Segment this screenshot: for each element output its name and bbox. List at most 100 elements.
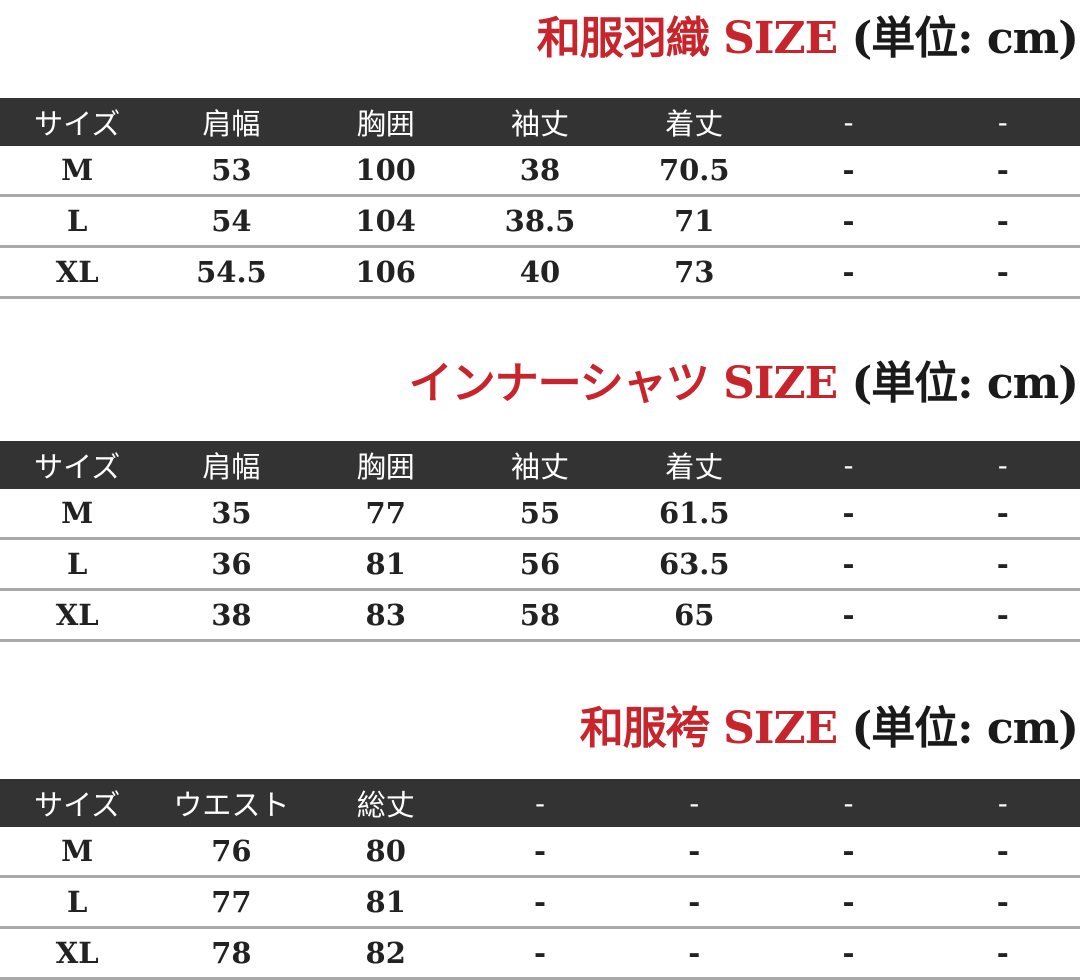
table-cell: XL bbox=[55, 255, 99, 289]
table-cell: - bbox=[996, 204, 1009, 238]
header-cell: 袖丈 bbox=[510, 107, 569, 141]
table-cell: - bbox=[996, 153, 1009, 187]
title-main: インナーシャツ SIZE bbox=[408, 358, 838, 409]
table-cell: - bbox=[996, 885, 1009, 919]
header-cell: サイズ bbox=[34, 788, 121, 822]
header-cell: 肩幅 bbox=[202, 107, 261, 141]
title-unit: (単位: cm) bbox=[851, 358, 1079, 409]
table-cell: 40 bbox=[519, 255, 561, 289]
header-cell: - bbox=[997, 448, 1008, 482]
table-cell: 77 bbox=[365, 496, 406, 530]
table-cell: - bbox=[842, 153, 855, 187]
table-cell: M bbox=[61, 153, 94, 187]
header-cell: 袖丈 bbox=[510, 450, 569, 484]
table-cell: - bbox=[842, 496, 855, 530]
title-main: 和服羽織 SIZE bbox=[536, 13, 838, 64]
table-cell: 70.5 bbox=[658, 153, 730, 187]
header-row: サイズ ウエスト 総丈 - - - - bbox=[0, 779, 1080, 827]
table-cell: - bbox=[842, 547, 855, 581]
table-cell: - bbox=[996, 834, 1009, 868]
table-cell: L bbox=[66, 204, 88, 238]
table-cell: 54.5 bbox=[196, 255, 267, 289]
table-cell: M bbox=[61, 834, 94, 868]
table-row: XL 54.5 106 40 73 - - bbox=[0, 248, 1080, 299]
table-cell: 80 bbox=[365, 834, 406, 868]
table-cell: 38 bbox=[519, 153, 561, 187]
header-cell: 着丈 bbox=[665, 450, 724, 484]
table-cell: 73 bbox=[674, 255, 715, 289]
table-cell: 65 bbox=[674, 598, 715, 632]
table-cell: 83 bbox=[365, 598, 406, 632]
header-cell: サイズ bbox=[34, 107, 121, 141]
header-cell: - bbox=[997, 105, 1008, 139]
table-cell: - bbox=[996, 255, 1009, 289]
table-cell: - bbox=[842, 204, 855, 238]
table-cell: - bbox=[842, 885, 855, 919]
table-row: L 36 81 56 63.5 - - bbox=[0, 540, 1080, 591]
table-cell: - bbox=[996, 598, 1009, 632]
table-cell: - bbox=[996, 936, 1009, 970]
table-cell: 38 bbox=[211, 598, 252, 632]
table-cell: - bbox=[533, 834, 546, 868]
table-cell: 104 bbox=[355, 204, 416, 238]
table-cell: 53 bbox=[211, 153, 252, 187]
table-cell: 76 bbox=[211, 834, 252, 868]
table-cell: 55 bbox=[519, 496, 561, 530]
header-row: サイズ 肩幅 胸囲 袖丈 着丈 - - bbox=[0, 98, 1080, 146]
table-cell: M bbox=[61, 496, 94, 530]
table-cell: - bbox=[533, 936, 546, 970]
header-cell: - bbox=[843, 105, 854, 139]
header-cell: 総丈 bbox=[356, 788, 415, 822]
table-cell: 56 bbox=[519, 547, 561, 581]
title-unit: (単位: cm) bbox=[851, 703, 1079, 754]
table-cell: XL bbox=[55, 936, 99, 970]
table-cell: 77 bbox=[211, 885, 252, 919]
table-cell: 82 bbox=[365, 936, 406, 970]
table-cell: - bbox=[996, 496, 1009, 530]
header-row: サイズ 肩幅 胸囲 袖丈 着丈 - - bbox=[0, 441, 1080, 489]
section-title: 和服羽織 SIZE (単位: cm) bbox=[536, 2, 1079, 66]
table-cell: 58 bbox=[519, 598, 561, 632]
header-cell: 着丈 bbox=[665, 107, 724, 141]
table-cell: - bbox=[533, 885, 546, 919]
table-cell: 35 bbox=[211, 496, 252, 530]
table-row: L 54 104 38.5 71 - - bbox=[0, 197, 1080, 248]
table-cell: 81 bbox=[365, 547, 406, 581]
table-cell: 100 bbox=[355, 153, 416, 187]
header-cell: - bbox=[689, 786, 700, 820]
table-row: XL 78 82 - - - - bbox=[0, 929, 1080, 980]
section-title: インナーシャツ SIZE (単位: cm) bbox=[408, 347, 1079, 411]
table-cell: - bbox=[688, 936, 701, 970]
header-cell: 肩幅 bbox=[202, 450, 261, 484]
table-cell: - bbox=[996, 547, 1009, 581]
table-cell: 54 bbox=[211, 204, 252, 238]
table-row: M 76 80 - - - - bbox=[0, 827, 1080, 878]
table-cell: L bbox=[66, 885, 88, 919]
title-unit: (単位: cm) bbox=[851, 13, 1079, 64]
table-cell: XL bbox=[55, 598, 99, 632]
table-row: M 53 100 38 70.5 - - bbox=[0, 146, 1080, 197]
table-cell: - bbox=[842, 936, 855, 970]
header-cell: - bbox=[535, 786, 545, 820]
table-cell: 63.5 bbox=[658, 547, 730, 581]
size-table: サイズ ウエスト 総丈 - - - - M 76 80 - - - - L 77 81 - - - - XL 78 82 - - -… bbox=[0, 779, 1080, 980]
table-cell: L bbox=[66, 547, 88, 581]
table-row: L 77 81 - - - - bbox=[0, 878, 1080, 929]
table-row: XL 38 83 58 65 - - bbox=[0, 591, 1080, 642]
size-table: サイズ 肩幅 胸囲 袖丈 着丈 - - M 35 77 55 61.5- - L 36 81 56 63.5- - X… bbox=[0, 441, 1080, 642]
table-cell: - bbox=[842, 255, 855, 289]
header-cell: - bbox=[843, 448, 854, 482]
table-cell: 106 bbox=[355, 255, 416, 289]
header-cell: - bbox=[997, 786, 1008, 820]
table-cell: - bbox=[688, 834, 701, 868]
header-cell: ウエスト bbox=[173, 788, 290, 822]
section-title: 和服袴 SIZE (単位: cm) bbox=[579, 692, 1079, 756]
table-cell: 38.5 bbox=[504, 204, 576, 238]
table-cell: 36 bbox=[211, 547, 252, 581]
table-row: M 35 77 55 61.5 - - bbox=[0, 489, 1080, 540]
header-cell: 胸囲 bbox=[356, 107, 415, 141]
header-cell: - bbox=[843, 786, 854, 820]
table-cell: 81 bbox=[365, 885, 406, 919]
size-table: サイズ 肩幅 胸囲 袖丈 着丈 - - M 53 100 38 70.5 - - L 54 104 38.5 71 -… bbox=[0, 98, 1080, 299]
title-main: 和服袴 SIZE bbox=[579, 703, 838, 754]
